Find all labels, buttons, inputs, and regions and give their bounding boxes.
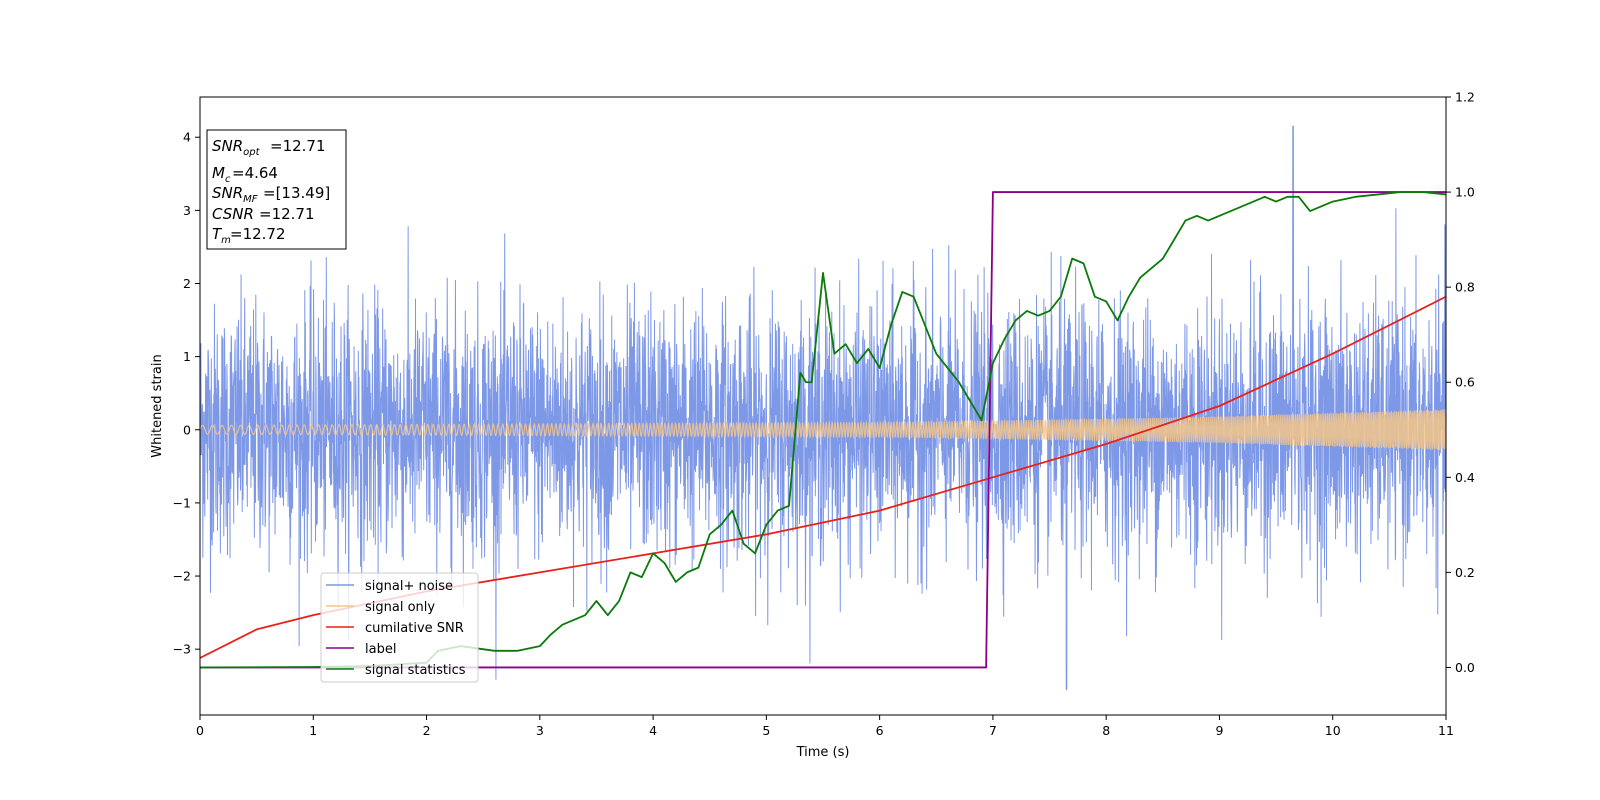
stat-snr-opt-label: SNRopt	[212, 137, 261, 158]
y2-tick-label: 0.4	[1455, 470, 1475, 485]
legend-label-signal-only: signal only	[365, 600, 435, 615]
y2-tick-label: 1.2	[1455, 90, 1475, 105]
x-axis-label: Time (s)	[796, 745, 850, 760]
y-tick-label: −2	[173, 569, 191, 584]
x-tick-label: 0	[196, 723, 204, 738]
x-tick-label: 9	[1215, 723, 1223, 738]
y2-tick-label: 0.2	[1455, 565, 1475, 580]
y-axis-left: −3 −2 −1 0 1 2 3 4	[173, 130, 200, 657]
stat-tm: =12.72	[230, 225, 286, 243]
stat-tm-label: Tm	[212, 225, 231, 246]
stat-snr-mf: =[13.49]	[263, 184, 330, 202]
legend-label-label: label	[365, 642, 396, 657]
y-tick-label: 3	[183, 203, 191, 218]
y2-tick-label: 0.8	[1455, 280, 1475, 295]
x-tick-label: 11	[1438, 723, 1454, 738]
stat-csnr: =12.71	[259, 205, 315, 223]
stat-snr-mf-label: SNRMF	[212, 184, 258, 205]
x-axis: 0 1 2 3 4 5 6 7 8 9 10 11	[196, 715, 1454, 738]
cumulative-snr-line	[200, 295, 1446, 659]
x-tick-label: 2	[423, 723, 431, 738]
legend-frame	[320, 572, 479, 683]
x-tick-label: 1	[309, 723, 317, 738]
label-line	[200, 191, 1446, 669]
y-tick-label: 4	[183, 130, 191, 145]
stat-mc: =4.64	[232, 164, 278, 182]
signal-statistics-line	[200, 191, 1446, 669]
stat-csnr-label: CSNR	[212, 205, 254, 223]
x-tick-label: 4	[649, 723, 657, 738]
x-tick-label: 3	[536, 723, 544, 738]
line-series	[200, 191, 1446, 669]
x-tick-label: 7	[989, 723, 997, 738]
x-tick-label: 6	[876, 723, 884, 738]
plot-frame	[199, 96, 1447, 716]
signal-only-series	[200, 409, 1446, 451]
x-tick-label: 8	[1102, 723, 1110, 738]
plot-content	[200, 125, 1446, 690]
x-tick-label: 5	[762, 723, 770, 738]
y-tick-label: 0	[183, 422, 191, 437]
y-axis-label: Whitened strain	[150, 354, 165, 457]
stat-mc-label: Mc	[212, 164, 231, 185]
y-tick-label: 2	[183, 276, 191, 291]
stats-box: SNRopt =12.71 Mc =4.64 SNRMF =[13.49] CS…	[206, 129, 347, 250]
stat-snr-opt: =12.71	[270, 137, 326, 155]
y2-tick-label: 1.0	[1455, 185, 1475, 200]
y-tick-label: −3	[173, 642, 191, 657]
x-tick-label: 10	[1325, 723, 1341, 738]
stats-box-frame	[206, 129, 347, 250]
legend: signal+ noise signal only cumilative SNR…	[320, 572, 479, 683]
y-tick-label: −1	[173, 495, 191, 510]
y2-tick-label: 0.6	[1455, 375, 1475, 390]
y-axis-right: 0.0 0.2 0.4 0.6 0.8 1.0 1.2	[1446, 90, 1475, 675]
legend-label-signal-statistics: signal statistics	[365, 663, 466, 678]
y-tick-label: 1	[183, 349, 191, 364]
legend-label-signal-noise: signal+ noise	[365, 579, 453, 594]
y2-tick-label: 0.0	[1455, 660, 1475, 675]
signal-only-line	[200, 409, 1446, 451]
legend-label-cumulative-snr: cumilative SNR	[365, 621, 464, 636]
